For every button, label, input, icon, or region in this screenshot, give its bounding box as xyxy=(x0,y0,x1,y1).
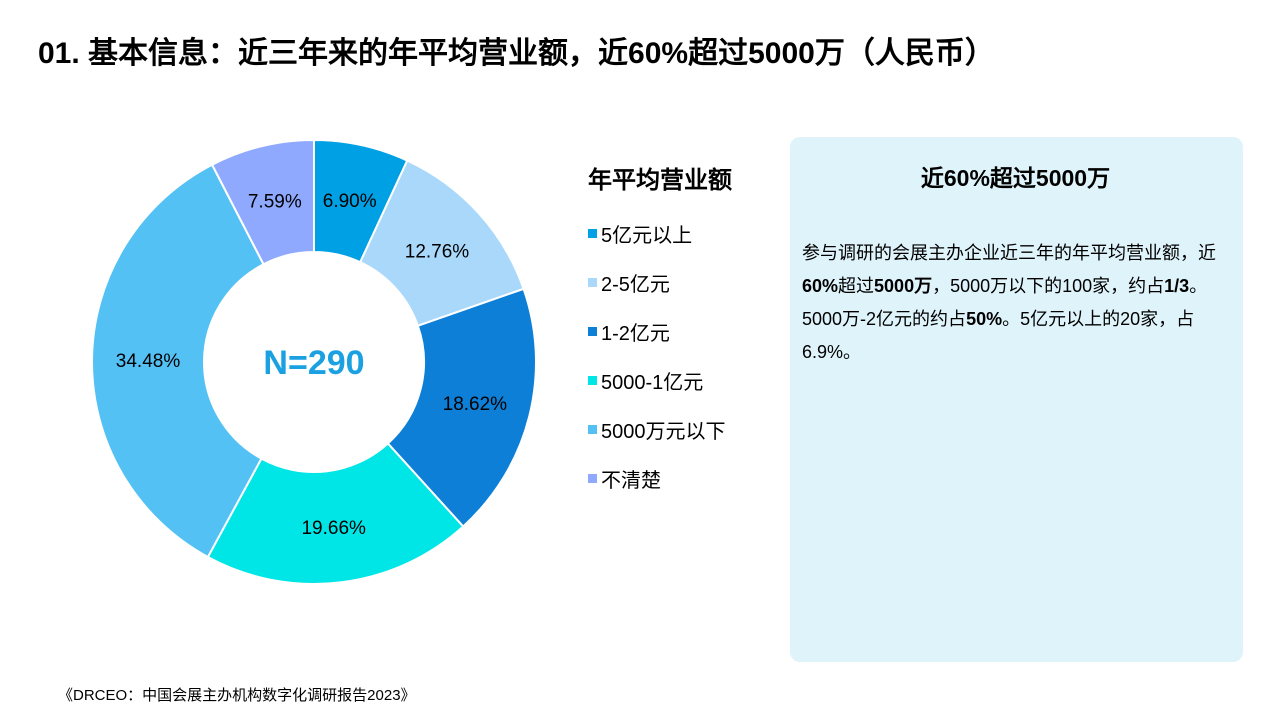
legend-swatch xyxy=(588,327,597,336)
donut-slice-5 xyxy=(91,163,265,559)
legend-label: 5000万元以下 xyxy=(601,421,726,443)
info-highlight: 60% xyxy=(802,276,839,296)
legend-label: 5亿元以上 xyxy=(601,225,693,247)
legend-swatch xyxy=(588,376,597,385)
legend-items: 5亿元以上 2-5亿元 1-2亿元 5000-1亿元 5000万元以下 不清楚 xyxy=(588,209,778,503)
legend-item: 5000-1亿元 xyxy=(588,356,778,405)
donut-value-label: 12.76% xyxy=(405,242,470,263)
legend-swatch xyxy=(588,229,597,238)
legend-swatch xyxy=(588,425,597,434)
donut-slice-6 xyxy=(210,138,315,266)
info-text: 超过 xyxy=(838,276,875,296)
info-title: 近60%超过5000万 xyxy=(920,165,1111,191)
legend-title: 年平均营业额 xyxy=(588,167,732,194)
info-text: 参与调研的会展主办企业近三年的年平均营业额，近 xyxy=(802,243,1216,263)
legend-label: 不清楚 xyxy=(601,470,661,492)
donut-value-label: 34.48% xyxy=(116,351,181,372)
legend-label: 2-5亿元 xyxy=(601,274,670,296)
info-text: ，5000万以下的100家，约占 xyxy=(932,276,1165,296)
donut-value-label: 19.66% xyxy=(301,518,366,539)
donut-value-label: 7.59% xyxy=(248,192,302,213)
legend-swatch xyxy=(588,474,597,483)
legend-item: 5000万元以下 xyxy=(588,405,778,454)
chart-legend: 年平均营业额 5亿元以上 2-5亿元 1-2亿元 5000-1亿元 5000万元以下 不清… xyxy=(588,160,778,503)
info-text: 。5000万-2亿元的约占 xyxy=(802,276,1208,329)
info-highlight: 1/3 xyxy=(1164,276,1190,296)
info-paragraph: 参与调研的会展主办企业近三年的年平均营业额，近 60%超过5000万，5000万以… xyxy=(802,237,1229,369)
legend-item: 1-2亿元 xyxy=(588,307,778,356)
donut-value-label: 6.90% xyxy=(323,191,377,212)
legend-item: 不清楚 xyxy=(588,454,778,503)
info-box: 近60%超过5000万 参与调研的会展主办企业近三年的年平均营业额，近 60%超过… xyxy=(790,137,1243,662)
legend-item: 5亿元以上 xyxy=(588,209,778,258)
info-text: 。5亿元以上的20家，占6.9%。 xyxy=(802,309,1195,362)
legend-swatch xyxy=(588,278,597,287)
donut-value-labels: 6.90% 12.76% 18.62% 19.66% 34.48% 7.59% xyxy=(116,191,507,539)
donut-chart: 6.90% 12.76% 18.62% 19.66% 34.48% 7.59% N=290 xyxy=(91,138,537,585)
donut-value-label: 18.62% xyxy=(443,394,508,415)
legend-item: 2-5亿元 xyxy=(588,258,778,307)
donut-slice-4 xyxy=(206,442,465,585)
page-title: 01. 基本信息：近三年来的年平均营业额，近60%超过5000万（人民币） xyxy=(38,37,995,70)
info-highlight: 50% xyxy=(966,309,1003,329)
legend-label: 5000-1亿元 xyxy=(601,372,704,394)
donut-slice-3 xyxy=(386,287,537,528)
donut-center-label: N=290 xyxy=(263,344,364,382)
info-highlight: 5000万 xyxy=(874,276,933,296)
donut-slices xyxy=(91,138,537,585)
legend-label: 1-2亿元 xyxy=(601,323,670,345)
source-citation: 《DRCEO：中国会展主办机构数字化调研报告2023》 xyxy=(58,687,416,704)
